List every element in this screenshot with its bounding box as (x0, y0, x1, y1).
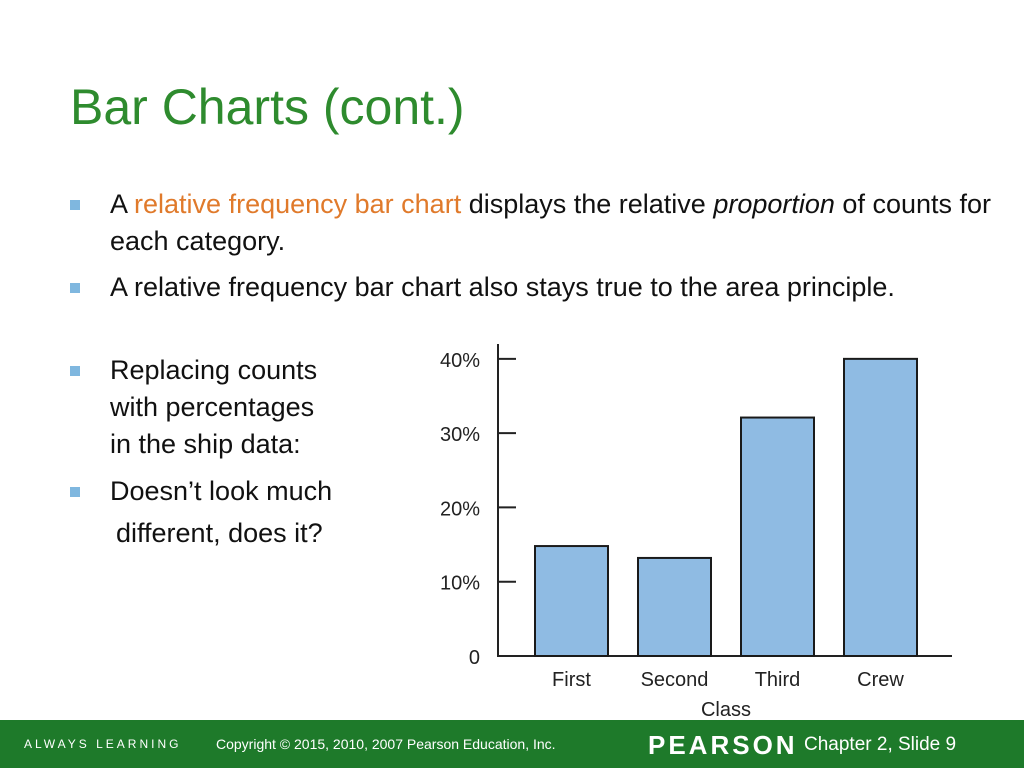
slide-title: Bar Charts (cont.) (70, 79, 465, 135)
bullet-text-line: in the ship data: (110, 429, 301, 459)
footer-copyright: Copyright © 2015, 2010, 2007 Pearson Edu… (216, 736, 556, 752)
x-tick-label: Second (641, 669, 709, 691)
bullet-square-icon (70, 200, 80, 210)
footer-bar: ALWAYS LEARNING Copyright © 2015, 2010, … (0, 720, 1024, 768)
bar-first (534, 545, 609, 657)
y-tick-label: 10% (440, 573, 480, 595)
bullet-text: A relative frequency bar chart displays … (110, 186, 1010, 260)
pearson-logo: PEARSON (648, 730, 798, 760)
footer-tagline: ALWAYS LEARNING (24, 737, 182, 751)
highlighted-term: relative frequency bar chart (134, 189, 462, 219)
bar-crew (843, 357, 918, 657)
bullet-continuation: different, does it? (116, 518, 323, 548)
bullet-text-part: displays the relative (461, 189, 714, 219)
bullet-square-icon (70, 487, 80, 497)
bullet-text: Doesn’t look much (110, 476, 333, 506)
relative-frequency-bar-chart: 0 10% 20% 30% 40% First Second Third Crew Class (440, 344, 952, 721)
y-tick-label: 0 (469, 647, 480, 669)
bullet-text-line: Replacing counts (110, 355, 318, 385)
x-tick-label: Crew (857, 669, 904, 691)
y-tick-label: 30% (440, 424, 480, 446)
x-tick-label: Third (755, 669, 801, 691)
bullet-text: A relative frequency bar chart also stay… (110, 272, 895, 302)
bullet-replacing-counts: Replacing counts with percentages in the… (70, 352, 390, 463)
y-tick-label: 20% (440, 498, 480, 520)
slide-number: Chapter 2, Slide 9 (804, 734, 957, 755)
bullet-look-much: Doesn’t look much (70, 473, 390, 510)
emphasized-word: proportion (713, 189, 835, 219)
x-tick-label: First (552, 669, 591, 691)
x-axis-title: Class (701, 699, 751, 721)
bullet-text-line: with percentages (110, 392, 315, 422)
bullet-relative-frequency-definition: A relative frequency bar chart displays … (70, 186, 1010, 260)
bullet-text-part: A (110, 189, 135, 219)
bar-second (637, 556, 712, 657)
bullet-text-part: of counts for each category. (110, 189, 992, 256)
y-tick-label: 40% (440, 350, 480, 372)
bar-third (740, 416, 815, 657)
bullet-square-icon (70, 366, 80, 376)
bullet-area-principle: A relative frequency bar chart also stay… (70, 269, 930, 306)
bullet-square-icon (70, 283, 80, 293)
